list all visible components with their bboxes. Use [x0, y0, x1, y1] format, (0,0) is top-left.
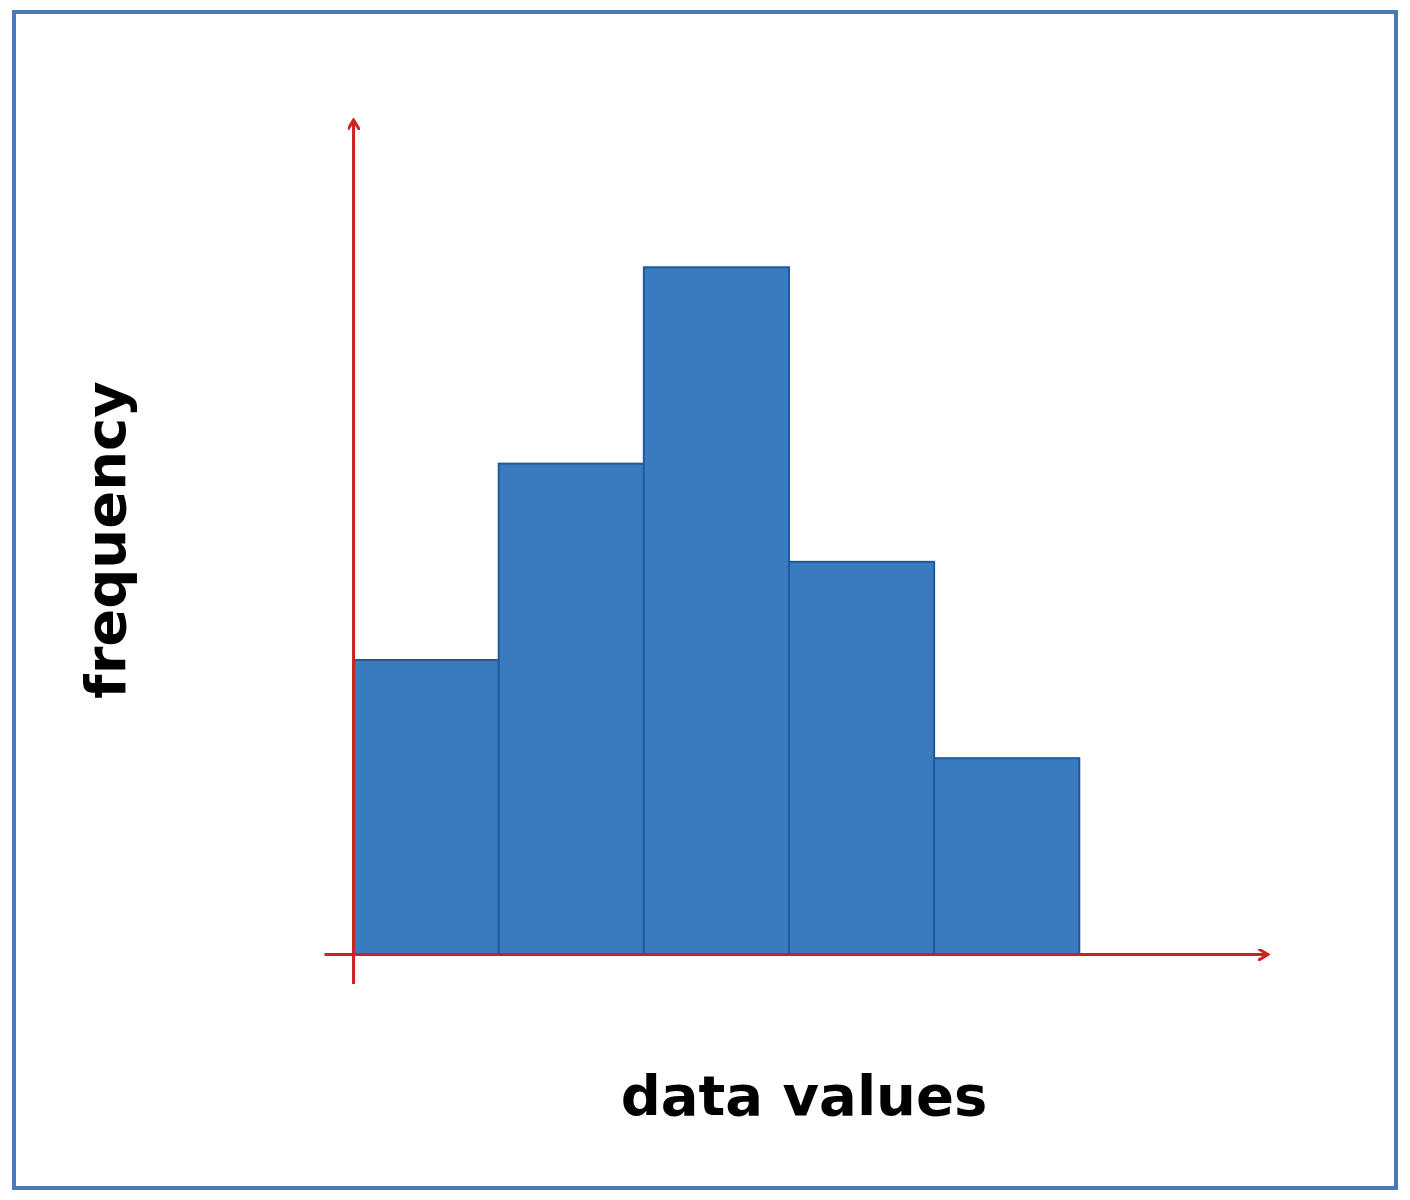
- bar: [934, 758, 1079, 954]
- bar: [354, 660, 499, 955]
- y-axis-label: frequency: [73, 381, 138, 698]
- bar: [789, 562, 934, 955]
- x-axis-label: data values: [621, 1063, 988, 1128]
- bar: [644, 267, 789, 954]
- bars: [354, 267, 1080, 954]
- bar: [499, 464, 644, 955]
- chart-container: data values frequency: [0, 0, 1410, 1200]
- x-axis: [325, 953, 1268, 956]
- chart: data values frequency: [0, 0, 1410, 1200]
- y-axis: [352, 120, 355, 984]
- figure-border: [14, 12, 1396, 1188]
